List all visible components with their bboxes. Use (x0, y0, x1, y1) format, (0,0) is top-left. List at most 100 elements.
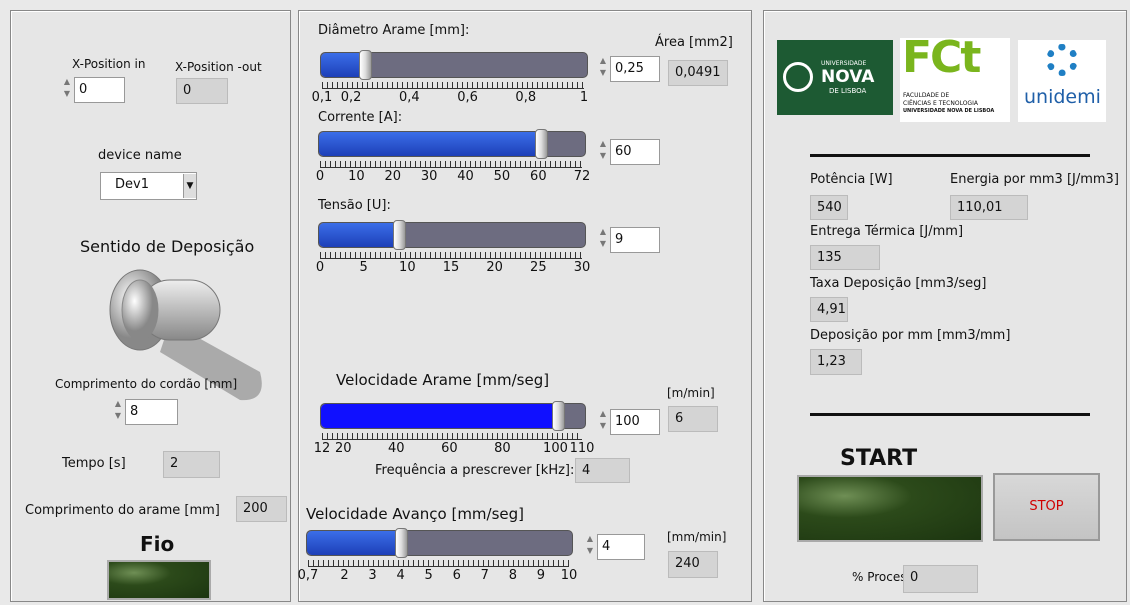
logo-text: DE LISBOA (829, 87, 866, 95)
tick-label: 5 (425, 568, 433, 583)
tick-label: 72 (574, 169, 591, 184)
spinner[interactable]: ▲▼ (598, 55, 608, 81)
numeric-control[interactable]: 4 (597, 534, 645, 560)
logo-text: CIÊNCIAS E TECNOLOGIA (903, 100, 978, 107)
slider-track[interactable] (306, 530, 573, 556)
tick-label: 15 (443, 260, 460, 275)
numeric-indicator: 0 (903, 565, 978, 593)
tick-label: 0,2 (341, 90, 362, 105)
numeric-indicator: 0 (176, 78, 228, 104)
logo-text: UNIVERSIDADE (821, 60, 866, 67)
logo-unidemi: unidemi (1018, 40, 1106, 122)
slider-label: Tensão [U]: (318, 198, 391, 213)
tick-label: 10 (399, 260, 416, 275)
numeric-control[interactable]: 8 (125, 399, 178, 425)
slider-thumb[interactable] (359, 50, 372, 80)
tick-label: 20 (384, 169, 401, 184)
dropdown-arrow[interactable]: ▼ (183, 174, 196, 198)
label: Sentido de Deposição (80, 237, 254, 256)
slider-label: Velocidade Avanço [mm/seg] (306, 505, 524, 523)
spinner[interactable]: ▲▼ (62, 76, 72, 102)
spinner[interactable]: ▲▼ (598, 138, 608, 164)
spinner[interactable]: ▲▼ (585, 533, 595, 559)
tick-label: 1 (580, 90, 588, 105)
tick-label: 40 (457, 169, 474, 184)
tick-label: 50 (494, 169, 511, 184)
tick-label: 60 (441, 441, 458, 456)
stop-button[interactable]: STOP (993, 473, 1100, 541)
slider-fill (319, 132, 541, 156)
slider-track[interactable] (318, 222, 586, 248)
label: Frequência a prescrever [kHz]: (375, 463, 574, 478)
numeric-indicator: 200 (236, 496, 287, 522)
tick-label: 10 (561, 568, 578, 583)
tick-label: 25 (530, 260, 547, 275)
slider-ticks (322, 433, 582, 440)
tick-label: 110 (570, 441, 595, 456)
tick-label: 20 (335, 441, 352, 456)
tick-label: 0,1 (312, 90, 333, 105)
spinner[interactable]: ▲▼ (113, 398, 123, 424)
separator (810, 154, 1090, 157)
label: Energia por mm3 [J/mm3] (950, 172, 1119, 187)
slider-thumb[interactable] (552, 401, 565, 431)
numeric-indicator: 135 (810, 245, 880, 270)
label: Comprimento do cordão [mm] (55, 377, 237, 391)
slider-fill (319, 223, 399, 247)
slider-thumb[interactable] (393, 220, 406, 250)
label: Tempo [s] (62, 456, 126, 471)
slider-track[interactable] (320, 403, 586, 429)
led (107, 560, 211, 600)
numeric-control[interactable]: 0,25 (610, 56, 660, 82)
tick-label: 2 (340, 568, 348, 583)
slider-fill (307, 531, 401, 555)
start-button[interactable] (797, 475, 983, 542)
logo-fct: FCt FACULDADE DE CIÊNCIAS E TECNOLOGIA U… (900, 38, 1010, 122)
tick-label: 12 (314, 441, 331, 456)
slider-track[interactable] (318, 131, 586, 157)
tick-label: 9 (537, 568, 545, 583)
tick-label: 6 (453, 568, 461, 583)
numeric-control[interactable]: 60 (610, 139, 660, 165)
tick-label: 30 (574, 260, 591, 275)
logo-mark (1046, 44, 1078, 76)
tick-label: 0,4 (399, 90, 420, 105)
label: Comprimento do arame [mm] (25, 503, 220, 518)
label: Deposição por mm [mm3/mm] (810, 328, 1010, 343)
separator (810, 413, 1090, 416)
slider-label: Corrente [A]: (318, 110, 402, 125)
logo-text: unidemi (1024, 86, 1101, 108)
slider-thumb[interactable] (395, 528, 408, 558)
tick-label: 20 (486, 260, 503, 275)
label: Área [mm2] (655, 35, 733, 50)
numeric-control[interactable]: 100 (610, 409, 660, 435)
slider-track[interactable] (320, 52, 588, 78)
label: Potência [W] (810, 172, 893, 187)
tick-label: 40 (388, 441, 405, 456)
label: Fio (140, 532, 174, 556)
slider-label: Velocidade Arame [mm/seg] (336, 371, 549, 389)
numeric-control[interactable]: 9 (610, 227, 660, 253)
numeric-indicator: 4,91 (810, 297, 848, 322)
logo-nova: UNIVERSIDADE NOVA DE LISBOA (777, 40, 893, 115)
numeric-indicator: 2 (163, 451, 220, 478)
label: [m/min] (667, 386, 715, 400)
spinner[interactable]: ▲▼ (598, 226, 608, 252)
label: Taxa Deposição [mm3/seg] (810, 276, 987, 291)
page: X-Position in ▲▼ 0 X-Position -out 0 dev… (0, 0, 1130, 605)
tick-label: 8 (509, 568, 517, 583)
tick-label: 0 (316, 260, 324, 275)
slider-ticks (320, 252, 582, 259)
slider-thumb[interactable] (535, 129, 548, 159)
label: [mm/min] (667, 530, 726, 544)
tick-label: 3 (368, 568, 376, 583)
slider-ticks (320, 161, 582, 168)
spinner[interactable]: ▲▼ (598, 408, 608, 434)
tick-label: 30 (421, 169, 438, 184)
numeric-control[interactable]: 0 (74, 77, 125, 103)
tick-label: 5 (360, 260, 368, 275)
tick-label: 80 (494, 441, 511, 456)
tick-label: 4 (396, 568, 404, 583)
tick-label: 0,7 (298, 568, 319, 583)
logo-text: FCt (902, 32, 979, 83)
